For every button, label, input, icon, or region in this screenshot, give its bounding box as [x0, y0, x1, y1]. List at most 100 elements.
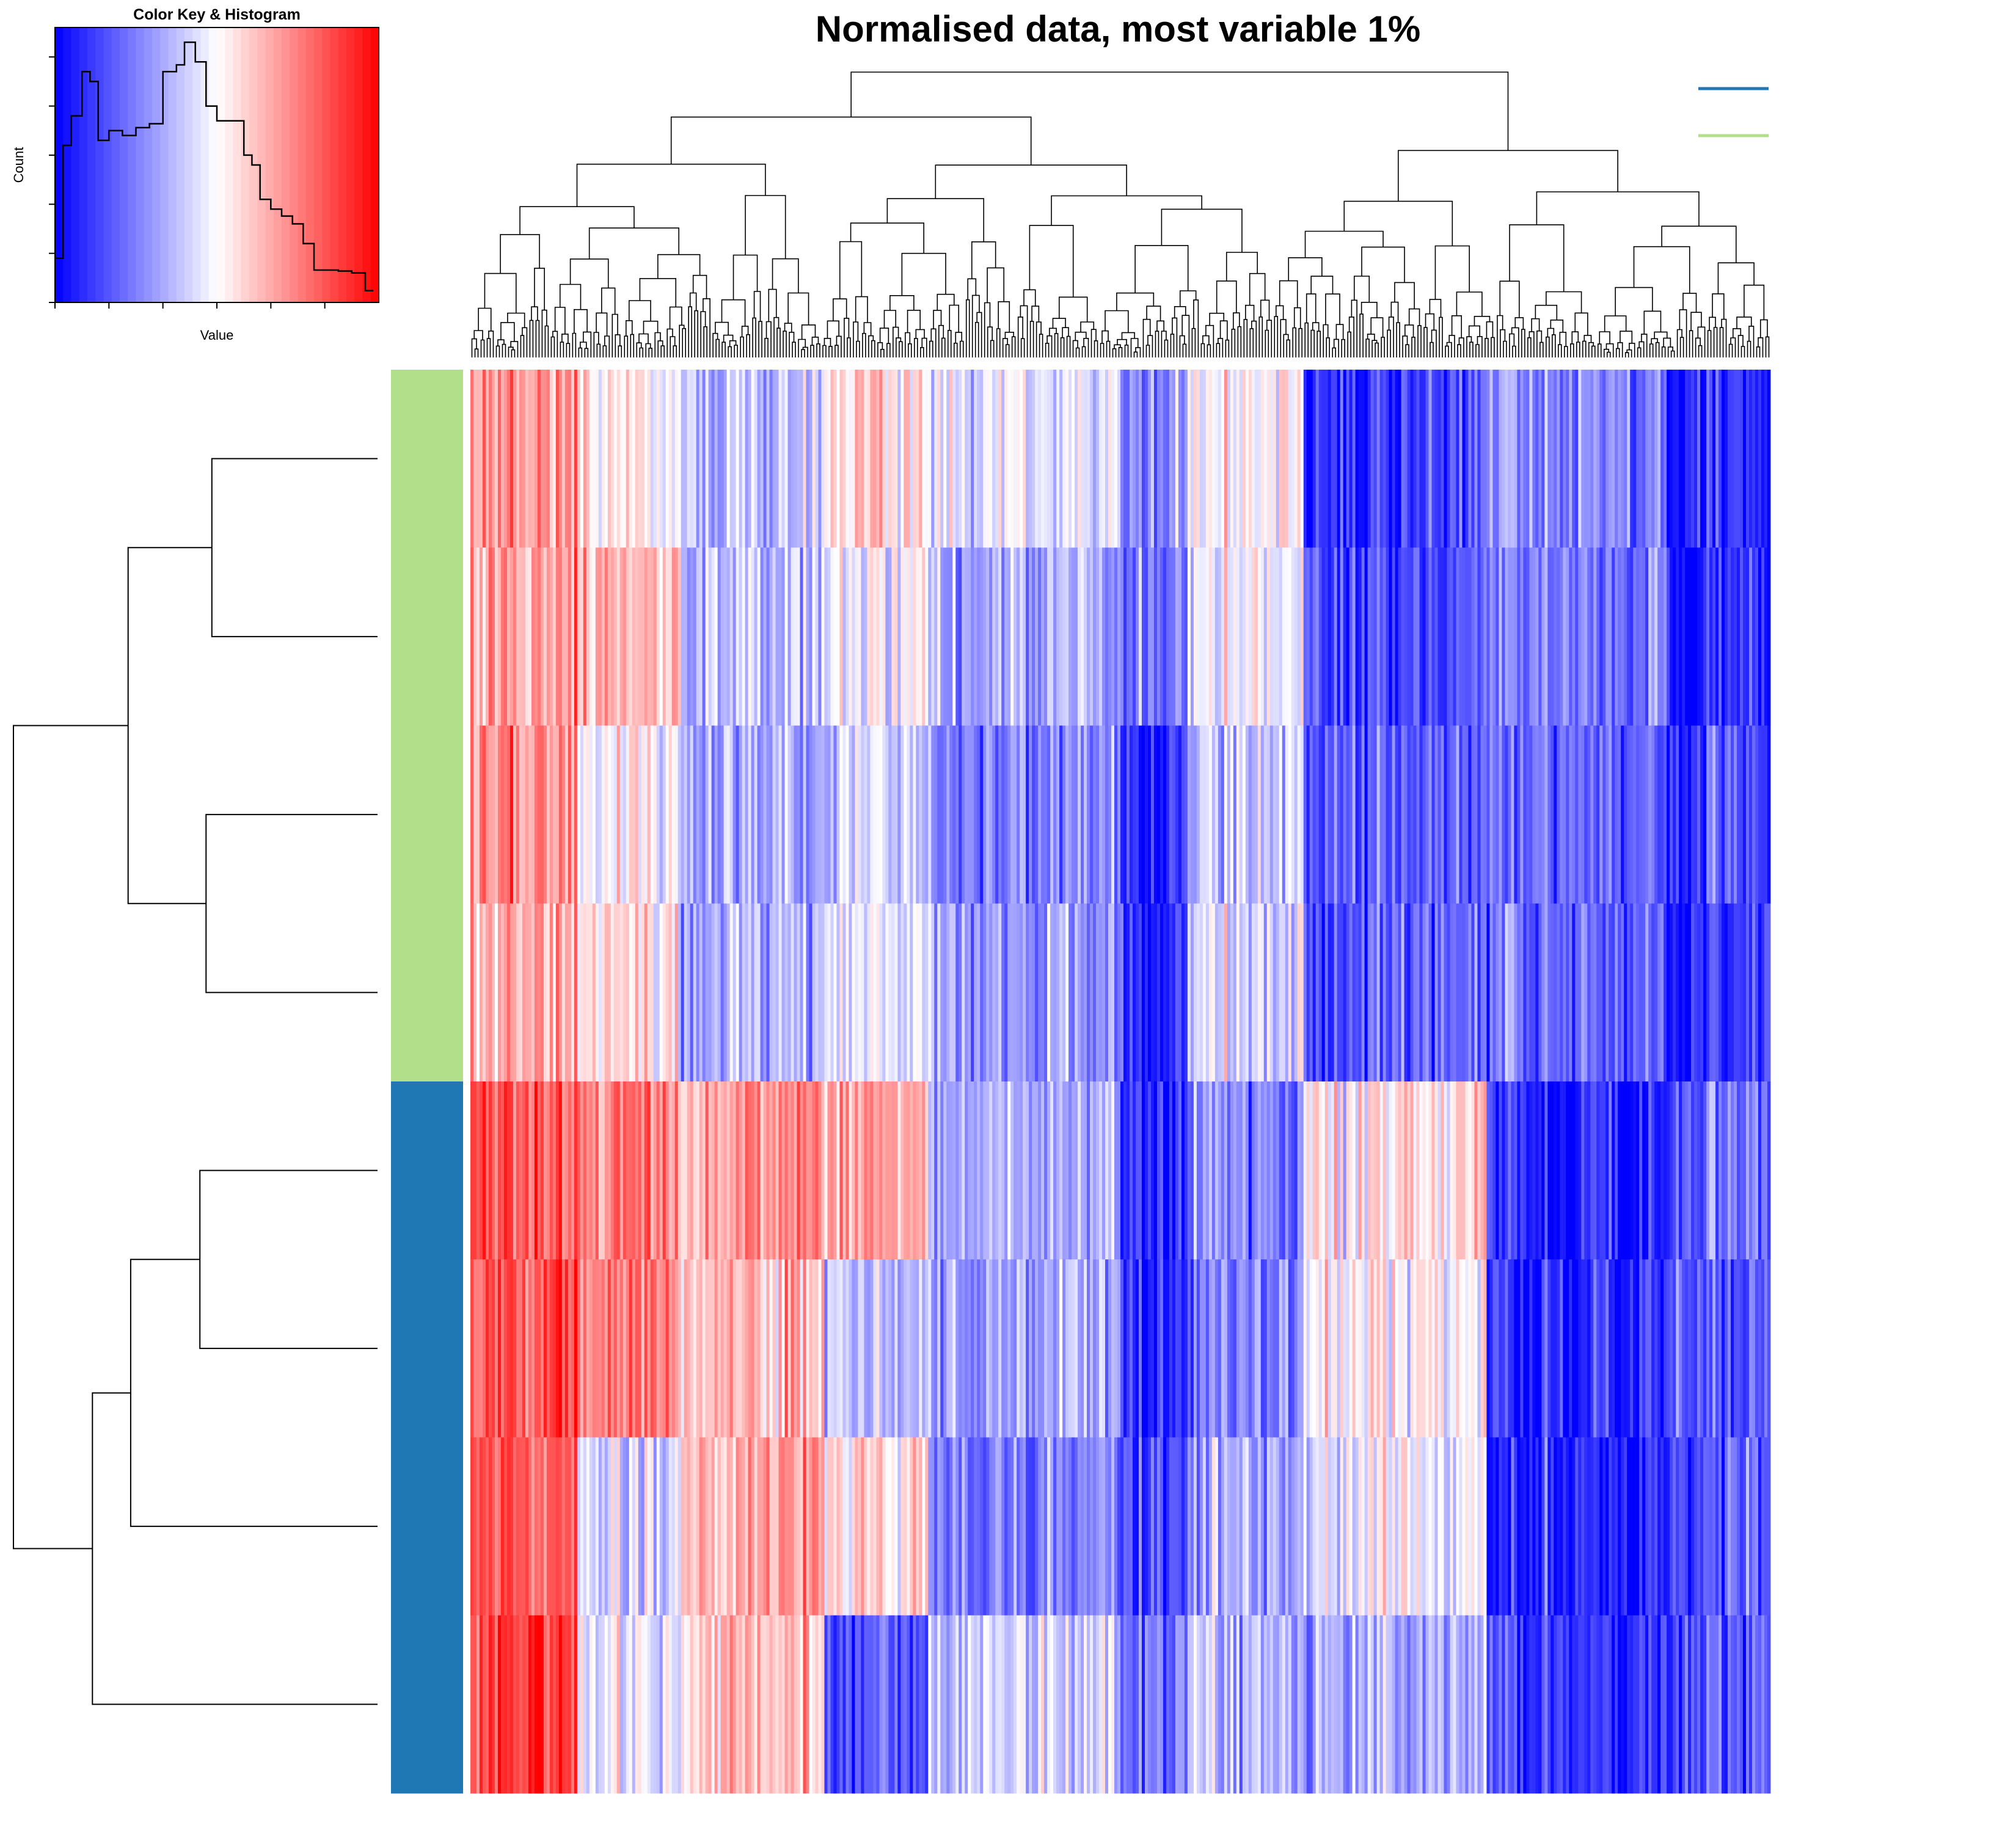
heatmap-cell [1492, 1437, 1496, 1616]
heatmap-cell [784, 725, 788, 904]
heatmap-cell [1670, 1081, 1673, 1260]
heatmap-cell [503, 1259, 508, 1438]
heatmap-cell [1547, 903, 1551, 1082]
column-dendrogram-link [938, 324, 944, 357]
column-dendrogram-link [1353, 276, 1370, 302]
color-key-strip [128, 27, 137, 302]
heatmap-cell [525, 1615, 529, 1794]
heatmap-cell [769, 903, 773, 1082]
heatmap-cell [506, 547, 511, 726]
heatmap-cell [558, 725, 563, 904]
heatmap-cell [1404, 370, 1408, 548]
heatmap-cell [1450, 725, 1453, 904]
heatmap-cell [968, 725, 971, 904]
heatmap-cell [1434, 1081, 1438, 1260]
heatmap-cell [1489, 1259, 1493, 1438]
heatmap-cell [1514, 1081, 1517, 1260]
heatmap-cell [1648, 547, 1652, 726]
heatmap-cell [986, 1437, 990, 1616]
heatmap-cell [571, 547, 575, 726]
column-dendrogram-link [732, 254, 758, 300]
heatmap-cell [962, 1081, 965, 1260]
column-dendrogram-link [734, 345, 738, 357]
heatmap-cell [1483, 1437, 1487, 1616]
heatmap-cell [1535, 1259, 1539, 1438]
row-dendrogram-link [127, 547, 212, 904]
heatmap-cell [552, 547, 557, 726]
heatmap-cell [1001, 1437, 1005, 1616]
heatmap-cell [595, 1081, 599, 1260]
heatmap-cell [690, 903, 694, 1082]
heatmap-cell [1529, 725, 1533, 904]
column-dendrogram-link [1603, 348, 1610, 357]
heatmap-cell [1072, 1437, 1075, 1616]
heatmap-cell [1068, 903, 1072, 1082]
heatmap-cell [754, 1615, 758, 1794]
heatmap-cell [1514, 1259, 1517, 1438]
heatmap-cell [968, 370, 971, 548]
heatmap-cell [757, 1259, 761, 1438]
heatmap-cell [1175, 370, 1179, 548]
heatmap-cell [1029, 547, 1032, 726]
heatmap-cell [1694, 725, 1698, 904]
heatmap-cell [1679, 725, 1682, 904]
heatmap-cell [616, 1081, 621, 1260]
heatmap-cell [977, 1259, 981, 1438]
heatmap-cell [894, 1081, 898, 1260]
column-dendrogram-link [1398, 150, 1618, 202]
heatmap-cell [1111, 547, 1115, 726]
heatmap-cell [525, 725, 529, 904]
heatmap-cell [827, 547, 831, 726]
heatmap-cell [1465, 370, 1469, 548]
heatmap-cell [870, 725, 874, 904]
heatmap-cell [516, 547, 520, 726]
heatmap-cell [671, 1615, 676, 1794]
heatmap-cell [830, 1615, 834, 1794]
column-dendrogram-link [645, 343, 651, 357]
heatmap-cell [696, 1259, 700, 1438]
heatmap-cell [1172, 370, 1176, 548]
heatmap-cell [598, 370, 602, 548]
heatmap-cell [900, 1615, 904, 1794]
heatmap-cell [1596, 725, 1600, 904]
heatmap-cell [775, 547, 779, 726]
heatmap-cell [751, 725, 754, 904]
heatmap-cell [681, 903, 685, 1082]
heatmap-cell [564, 1615, 569, 1794]
heatmap-cell [1654, 725, 1658, 904]
heatmap-cell [626, 547, 630, 726]
column-dendrogram-link [1633, 246, 1690, 294]
heatmap-cell [955, 370, 959, 548]
heatmap-cell [1233, 903, 1237, 1082]
heatmap-cell [1248, 370, 1252, 548]
heatmap-cell [623, 903, 627, 1082]
heatmap-cell [1673, 1081, 1676, 1260]
heatmap-cell [1108, 1615, 1112, 1794]
heatmap-cell [1160, 547, 1164, 726]
heatmap-cell [1471, 1615, 1475, 1794]
heatmap-cell [1075, 725, 1078, 904]
heatmap-cell [1761, 1259, 1765, 1438]
heatmap-cell [491, 370, 495, 548]
heatmap-cell [806, 1259, 809, 1438]
heatmap-cell [509, 903, 514, 1082]
heatmap-cell [1361, 1615, 1365, 1794]
heatmap-cell [1758, 1615, 1762, 1794]
heatmap-cell [1386, 370, 1389, 548]
heatmap-cell [1199, 1081, 1203, 1260]
heatmap-cell [1505, 903, 1508, 1082]
heatmap-cell [546, 903, 550, 1082]
column-dendrogram-link [1046, 335, 1053, 357]
heatmap-cell [1489, 547, 1493, 726]
heatmap-cell [1492, 1259, 1496, 1438]
heatmap-cell [696, 725, 700, 904]
heatmap-cell [653, 1081, 657, 1260]
heatmap-cell [1679, 903, 1682, 1082]
column-dendrogram-link [682, 327, 686, 357]
heatmap-cell [977, 547, 981, 726]
color-key-strip [338, 27, 347, 302]
heatmap-cell [638, 903, 642, 1082]
heatmap-cell [787, 903, 791, 1082]
heatmap-cell [1111, 903, 1115, 1082]
heatmap-cell [839, 1615, 843, 1794]
